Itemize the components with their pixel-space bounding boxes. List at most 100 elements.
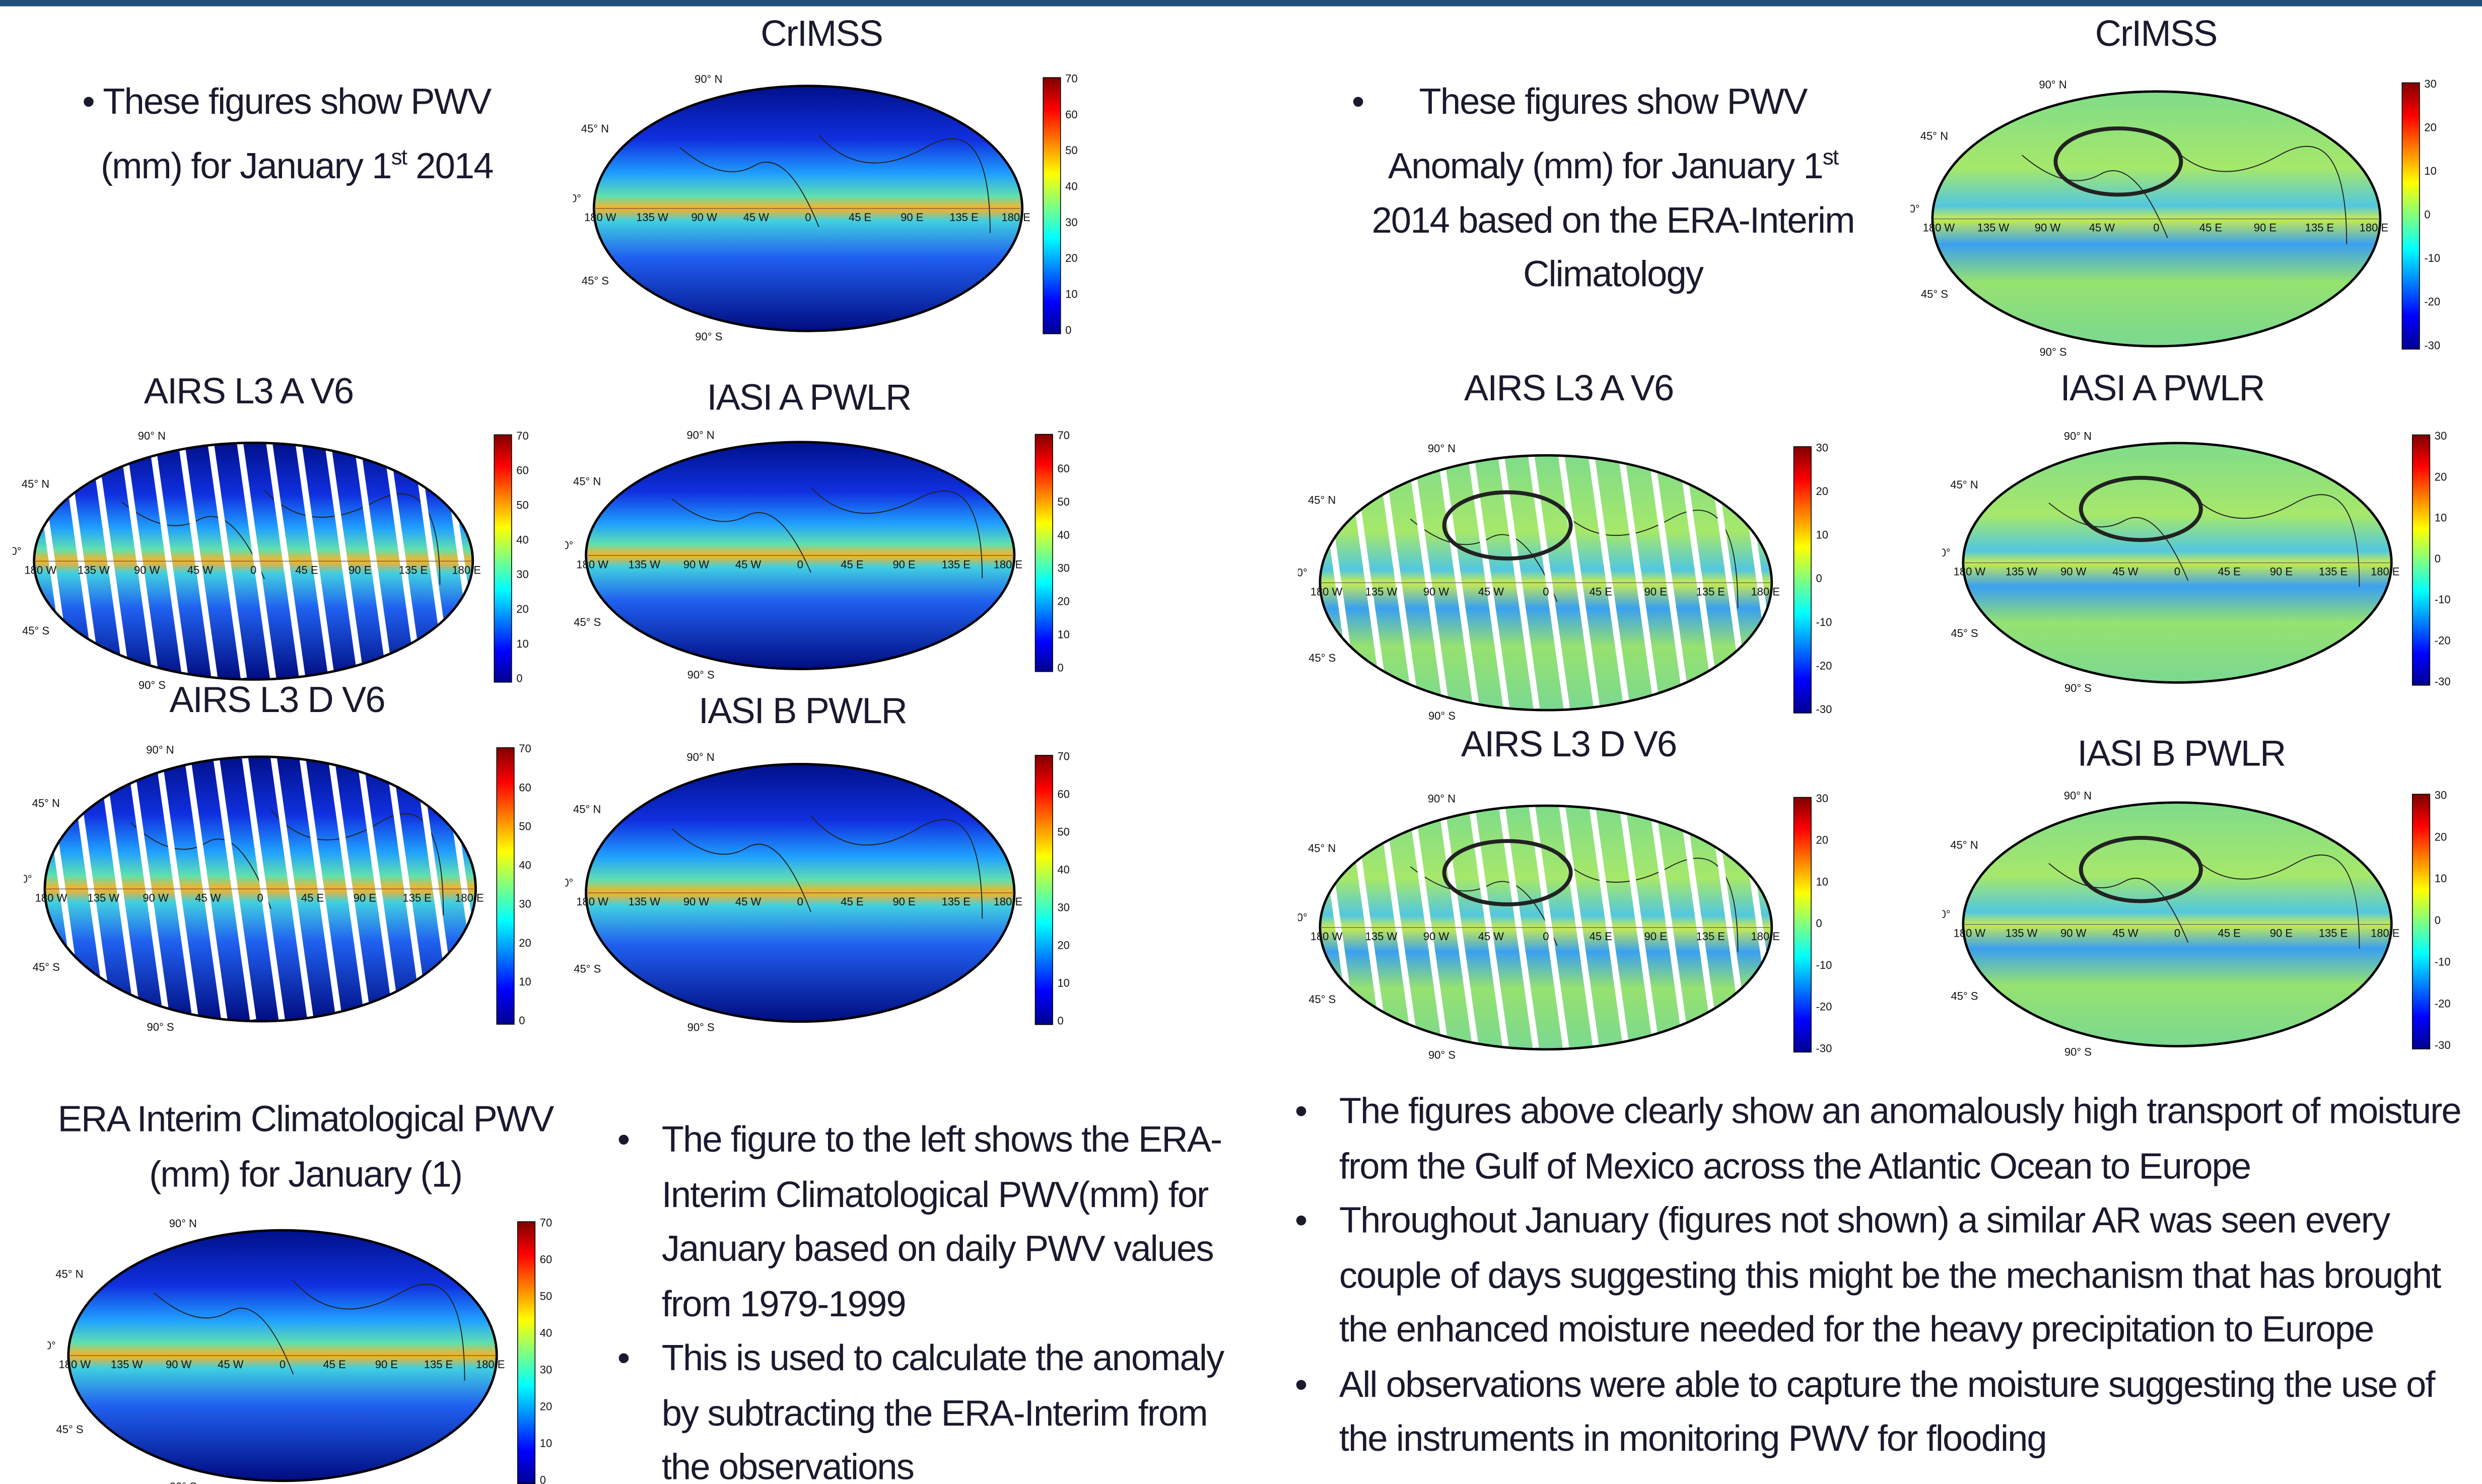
lon-label: 90 E [2254, 222, 2277, 234]
lon-label: 90 E [349, 564, 371, 577]
bullet: Throughout January (figures not shown) a… [1295, 1193, 2482, 1357]
map-figure: 90° N45° N0°45° S90° S180 W135 W90 W45 W… [1942, 783, 2464, 1060]
lon-label: 180 W [1311, 585, 1343, 598]
lon-label: 90 W [134, 564, 160, 577]
lon-label: 90 W [2060, 927, 2087, 940]
lon-label: 90 W [143, 892, 169, 904]
colorbar-tick: 30 [1816, 441, 1828, 454]
lon-label: 180 E [1751, 585, 1779, 598]
colorbar [1794, 797, 1812, 1052]
lon-label: 45 E [841, 895, 863, 908]
colorbar-tick: 10 [2435, 872, 2447, 885]
lat-label: 0° [47, 1339, 55, 1352]
colorbar-tick: 50 [516, 499, 528, 511]
colorbar-tick: -20 [2435, 634, 2451, 647]
map-title: AIRS L3 A V6 [144, 370, 353, 413]
colorbar-tick: 0 [1065, 324, 1071, 336]
map-title: IASI A PWLR [707, 377, 911, 419]
colorbar [1043, 78, 1061, 334]
colorbar-tick: -10 [2435, 956, 2451, 968]
lat-label: 45° S [1951, 990, 1978, 1003]
colorbar-tick: 50 [1065, 144, 1077, 157]
colorbar-tick: -20 [1816, 659, 1832, 672]
colorbar-tick: -30 [2435, 675, 2451, 688]
colorbar [2412, 435, 2430, 685]
colorbar-tick: 30 [519, 898, 531, 910]
colorbar [1794, 447, 1812, 713]
colorbar-tick: 20 [2435, 830, 2447, 843]
colorbar-tick: 0 [2435, 552, 2441, 565]
lat-label: 90° N [2064, 430, 2092, 443]
lat-label: 45° N [1950, 478, 1978, 491]
colorbar-tick: -30 [2435, 1039, 2451, 1051]
lon-label: 45 W [195, 892, 221, 904]
lon-label: 45 E [2218, 927, 2241, 940]
intro-sup: st [391, 143, 406, 168]
intro-text: These figures show PWV Anomaly (mm) for … [1388, 81, 1823, 185]
colorbar-tick: 10 [1057, 977, 1069, 990]
colorbar-tick: 0 [1816, 917, 1822, 930]
map-title: AIRS L3 D V6 [169, 679, 384, 722]
lat-label: 45° S [56, 1423, 83, 1436]
intro-text: 2014 [406, 144, 493, 185]
colorbar-tick: 30 [1065, 216, 1077, 229]
colorbar-tick: -10 [1816, 959, 1832, 971]
lon-label: 45 E [1590, 930, 1612, 943]
colorbar-tick: 70 [1065, 73, 1077, 85]
lon-label: 135 E [2305, 222, 2334, 234]
lat-label: 45° N [55, 1268, 83, 1281]
lon-label: 180 E [2371, 566, 2399, 578]
lon-label: 90 E [1644, 930, 1667, 943]
lon-label: 135 E [2319, 566, 2348, 578]
colorbar-tick: 10 [540, 1437, 552, 1449]
lon-label: 135 E [1696, 585, 1725, 598]
lon-label: 180 E [1751, 930, 1779, 943]
map-figure: 90° N45° N0°45° S90° S180 W135 W90 W45 W… [47, 1210, 570, 1484]
lon-label: 180 W [1311, 930, 1343, 943]
lon-label: 135 W [2006, 927, 2038, 940]
bullet-dot: • [1352, 75, 1363, 129]
page: •These figures show PWV (mm) for January… [0, 0, 2482, 1484]
map-title: IASI B PWLR [699, 690, 907, 733]
poster: •These figures show PWV (mm) for January… [0, 0, 2482, 1484]
colorbar-tick: 20 [2424, 121, 2436, 133]
lon-label: 135 E [402, 892, 431, 904]
lat-label: 0° [565, 877, 573, 889]
colorbar-tick: 60 [1057, 462, 1069, 475]
intro-sup: st [1823, 143, 1838, 168]
colorbar-tick: 30 [2435, 430, 2447, 442]
lon-label: 0 [797, 558, 803, 571]
colorbar-tick: -30 [1816, 1042, 1832, 1054]
lon-label: 0 [1543, 585, 1549, 598]
intro-bullet: •These figures show PWV Anomaly (mm) for… [1358, 75, 1868, 302]
colorbar-tick: 30 [2435, 789, 2447, 802]
colorbar [2412, 794, 2430, 1049]
colorbar-tick: -10 [2435, 593, 2451, 606]
lon-label: 45 W [735, 895, 762, 908]
colorbar-tick: -20 [2424, 296, 2440, 308]
lon-label: 135 E [2319, 927, 2348, 940]
colorbar-tick: 0 [1057, 1015, 1063, 1027]
colorbar-tick: 0 [516, 672, 522, 685]
colorbar-tick: 20 [1816, 485, 1828, 498]
lon-label: 0 [257, 892, 263, 904]
map-title: ERA Interim Climatological PWV (mm) for … [29, 1092, 583, 1201]
lon-label: 90 W [1423, 585, 1450, 598]
colorbar-tick: 50 [519, 820, 531, 832]
colorbar-tick: 50 [1057, 496, 1069, 508]
lon-label: 180 W [576, 895, 608, 908]
lon-label: 180 W [59, 1358, 91, 1371]
colorbar-tick: 30 [1057, 901, 1069, 914]
lat-label: 0° [1910, 202, 1919, 215]
colorbar-tick: 10 [516, 638, 528, 650]
colorbar-tick: 0 [2424, 208, 2430, 221]
lat-label: 90° N [1428, 442, 1456, 455]
lat-label: 90° S [1428, 1049, 1456, 1062]
map-figure: 90° N45° N0°45° S90° S180 W135 W90 W45 W… [1298, 435, 1849, 725]
bullet-list: The figures above clearly show an anomal… [1295, 1084, 2482, 1466]
lon-label: 180 W [584, 211, 616, 224]
lat-label: 90° S [2064, 682, 2092, 694]
lon-label: 45 W [1478, 585, 1504, 598]
lon-label: 0 [2174, 566, 2180, 578]
